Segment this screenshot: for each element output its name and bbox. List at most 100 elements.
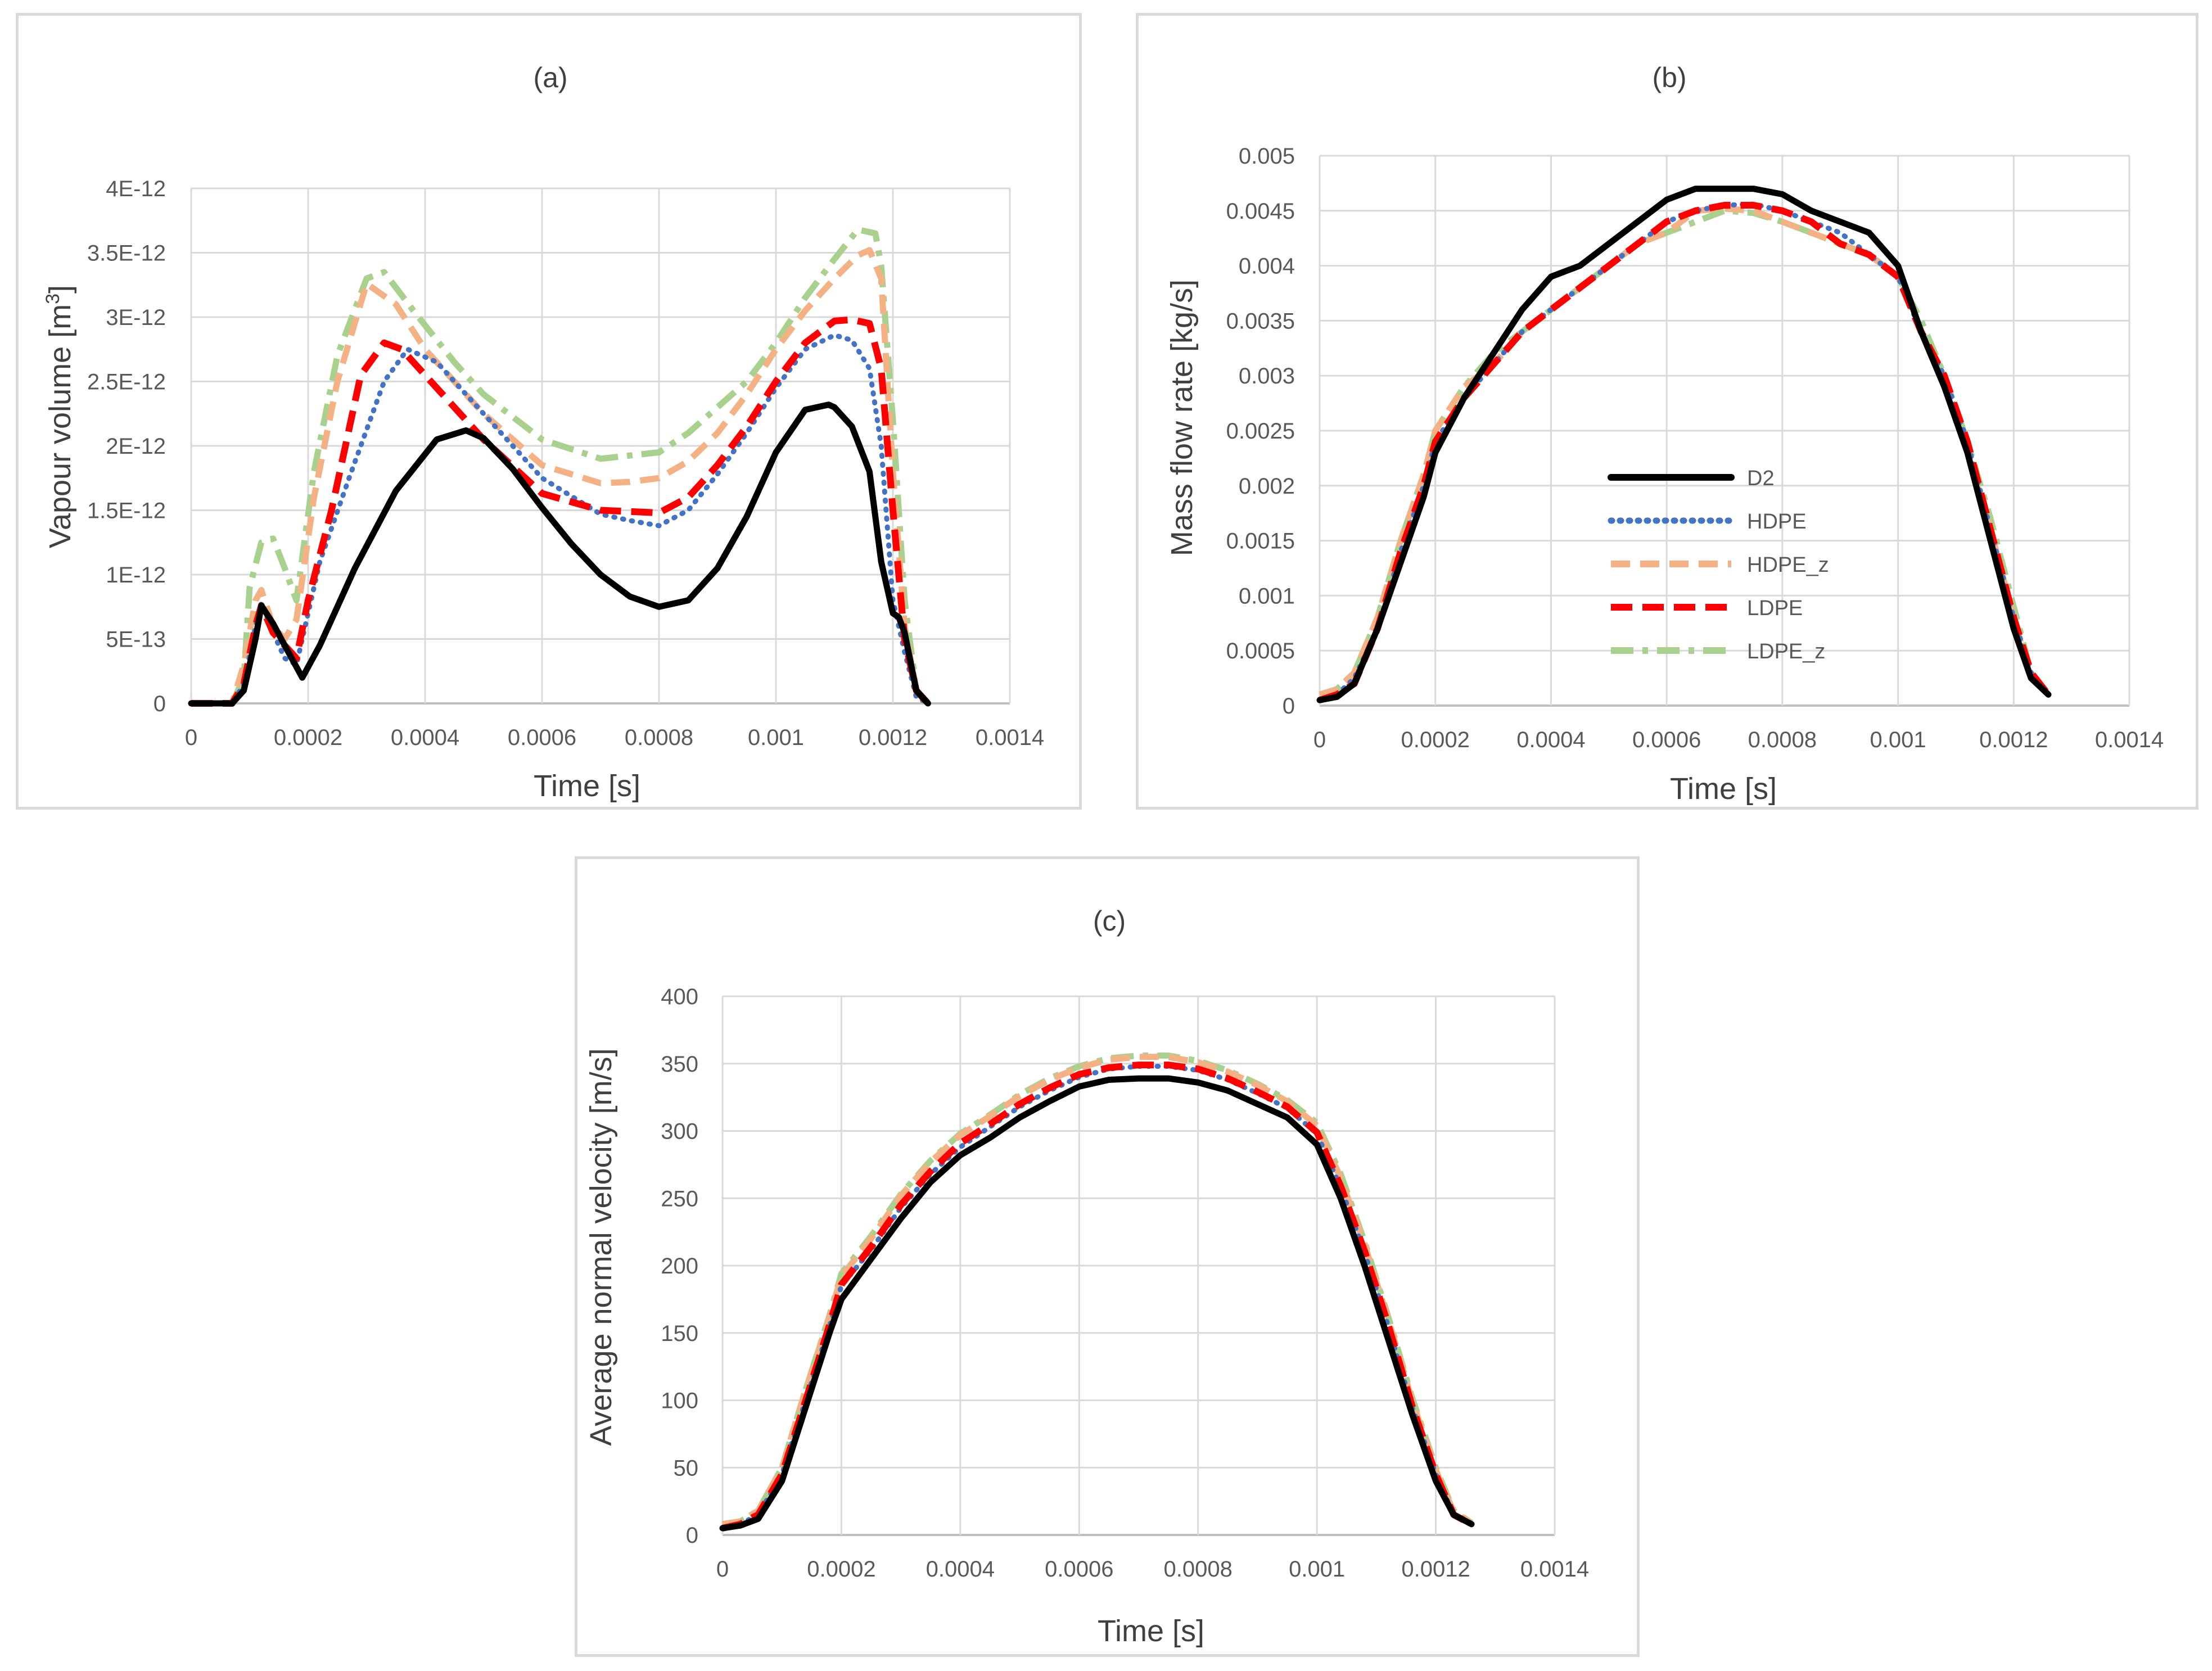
x-tick-label: 0.001: [748, 725, 804, 750]
series-line-ldpe: [1319, 202, 2051, 703]
x-tick-label: 0.0008: [1748, 728, 1817, 752]
x-tick-label: 0.0012: [859, 725, 927, 750]
chart-svg-a: (a) 0 0.0002 0.0004 0.0006 0.0008 0.001 0.0012…: [42, 62, 1044, 803]
series-line-d2: [188, 401, 931, 707]
y-tick-labels: 0 5E-13 1E-12 1.5E-12 2E-12 2.5E-12 3E-12 3.5E-…: [87, 177, 166, 716]
legend-label-d2: D2: [1747, 467, 1775, 490]
y-axis-title: Vapour volume [m3]: [42, 285, 77, 548]
x-tick-label: 0.0002: [1401, 728, 1470, 752]
y-tick-label: 0: [686, 1523, 698, 1548]
y-axis-title-superscript: 3: [42, 293, 64, 304]
legend-label-ldpe: LDPE: [1747, 597, 1803, 620]
y-tick-label: 3E-12: [106, 305, 166, 330]
y-tick-label: 100: [661, 1389, 698, 1413]
legend-label-ldpe-z: LDPE_z: [1747, 640, 1825, 663]
chart-svg-b: (b) 0 0.0002 0.0004 0.0006 0.0008 0.001 0.0012…: [1165, 62, 2164, 806]
y-tick-labels: 0 0.0005 0.001 0.0015 0.002 0.0025 0.003 0.0035…: [1226, 144, 1295, 719]
x-tick-label: 0.0006: [508, 725, 576, 750]
y-tick-label: 0.0005: [1226, 639, 1295, 663]
x-tick-label: 0.0002: [274, 725, 342, 750]
gridlines: [190, 187, 1011, 704]
legend-entry-ldpe: LDPE: [1611, 597, 1803, 620]
gridlines: [1319, 155, 2130, 707]
legend-entry-d2: D2: [1608, 467, 1775, 490]
y-tick-label: 0.0035: [1226, 309, 1295, 333]
y-tick-label: 0.001: [1239, 584, 1295, 608]
x-tick-label: 0.0004: [926, 1557, 995, 1582]
x-tick-label: 0.0004: [1516, 728, 1585, 752]
y-tick-label: 0.0045: [1226, 199, 1295, 224]
chart-title: (c): [1093, 905, 1126, 937]
series-line-ldpe: [191, 316, 931, 707]
y-tick-label: 0.0025: [1226, 419, 1295, 444]
x-axis-title: Time [s]: [534, 769, 640, 803]
series-line-hdpe: [188, 332, 931, 706]
x-tick-labels: 0 0.0002 0.0004 0.0006 0.0008 0.001 0.0012 0.00…: [716, 1557, 1589, 1582]
chart-title: (b): [1652, 62, 1686, 93]
series-line-d2: [1316, 186, 2052, 703]
x-tick-label: 0.0002: [807, 1557, 875, 1582]
x-tick-labels: 0 0.0002 0.0004 0.0006 0.0008 0.001 0.0012 0.00…: [185, 725, 1044, 750]
chart-panel-c: (c) 0 0.0002 0.0004 0.0006 0.0008 0.001 0.0012…: [575, 856, 1640, 1657]
series-line-hdpe-z: [191, 247, 931, 707]
series-group: [188, 226, 931, 707]
series-line-hdpe-z: [1319, 205, 2051, 698]
y-tick-label: 250: [661, 1186, 698, 1211]
y-tick-label: 0: [154, 692, 166, 716]
x-tick-label: 0.0014: [1520, 1557, 1589, 1582]
y-tick-label: 350: [661, 1052, 698, 1077]
legend-label-hdpe-z: HDPE_z: [1747, 553, 1829, 577]
legend-entry-hdpe-z: HDPE_z: [1611, 553, 1829, 577]
y-tick-label: 0: [1283, 694, 1295, 719]
x-tick-label: 0: [185, 725, 197, 750]
y-tick-label: 200: [661, 1254, 698, 1279]
x-tick-label: 0.0008: [625, 725, 693, 750]
y-tick-label: 2.5E-12: [87, 370, 166, 395]
x-tick-label: 0: [1313, 728, 1326, 752]
y-tick-label: 0.005: [1239, 144, 1295, 169]
x-axis-title: Time [s]: [1670, 772, 1777, 806]
y-tick-labels: 0 50 100 150 200 250 300 350 400: [661, 984, 698, 1548]
y-tick-label: 0.0015: [1226, 529, 1295, 554]
chart-panel-b: (b) 0 0.0002 0.0004 0.0006 0.0008 0.001 0.0012…: [1136, 13, 2199, 810]
series-line-hdpe-z: [722, 1054, 1473, 1528]
gridlines: [721, 995, 1556, 1536]
x-tick-label: 0.0012: [1401, 1557, 1470, 1582]
legend-entry-hdpe: HDPE: [1608, 510, 1807, 534]
x-tick-label: 0.0008: [1164, 1557, 1233, 1582]
x-tick-label: 0.0006: [1632, 728, 1701, 752]
legend-label-hdpe: HDPE: [1747, 510, 1807, 534]
legend-entry-ldpe-z: LDPE_z: [1611, 640, 1825, 663]
x-axis-title: Time [s]: [1098, 1614, 1204, 1648]
y-tick-label: 300: [661, 1119, 698, 1144]
x-tick-label: 0.001: [1870, 728, 1926, 752]
y-tick-label: 1E-12: [106, 563, 166, 588]
x-tick-labels: 0 0.0002 0.0004 0.0006 0.0008 0.001 0.0012 0.00…: [1313, 728, 2164, 752]
y-axis-title-end: ]: [43, 285, 77, 293]
y-tick-label: 5E-13: [106, 627, 166, 652]
y-tick-label: 50: [674, 1456, 699, 1480]
chart-title: (a): [533, 62, 567, 93]
y-tick-label: 400: [661, 984, 698, 1009]
series-group: [719, 1052, 1475, 1532]
series-group: [1316, 186, 2052, 703]
chart-panel-a: (a) 0 0.0002 0.0004 0.0006 0.0008 0.001 0.0012…: [16, 13, 1082, 810]
x-tick-label: 0.0012: [1979, 728, 2048, 752]
y-tick-label: 1.5E-12: [87, 499, 166, 523]
y-tick-label: 0.004: [1239, 254, 1295, 279]
x-tick-label: 0.0006: [1045, 1557, 1113, 1582]
x-tick-label: 0.0014: [976, 725, 1044, 750]
series-line-d2: [719, 1075, 1475, 1532]
y-tick-label: 4E-12: [106, 177, 166, 201]
series-line-ldpe-z: [191, 226, 931, 707]
y-tick-label: 3.5E-12: [87, 241, 166, 266]
y-tick-label: 0.002: [1239, 474, 1295, 499]
x-tick-label: 0.0014: [2095, 728, 2164, 752]
legend: D2 HDPE HDPE_z LDPE LDPE_z: [1608, 467, 1829, 663]
x-tick-label: 0: [716, 1557, 729, 1582]
chart-svg-c: (c) 0 0.0002 0.0004 0.0006 0.0008 0.001 0.0012…: [584, 905, 1589, 1648]
y-axis-title: Mass flow rate [kg/s]: [1165, 279, 1199, 556]
y-axis-title: Average normal velocity [m/s]: [584, 1048, 618, 1446]
y-axis-title-text: Vapour volume [m: [43, 304, 77, 548]
y-tick-label: 150: [661, 1321, 698, 1346]
